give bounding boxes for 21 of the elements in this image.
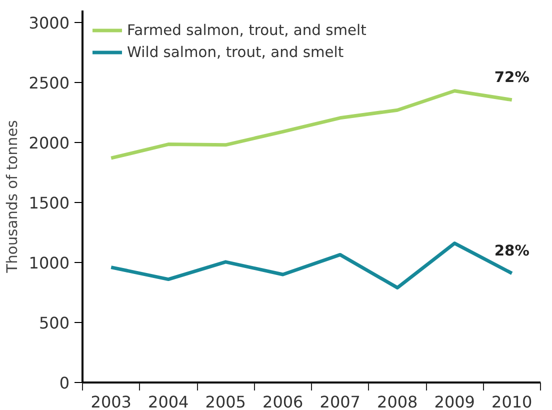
y-tick-label: 1500 (28, 194, 70, 212)
legend-label: Wild salmon, trout, and smelt (127, 44, 344, 60)
y-tick-label: 1000 (28, 254, 70, 272)
x-tick-label: 2009 (434, 392, 475, 410)
x-tick-label: 2007 (320, 392, 360, 410)
y-tick-label: 3000 (28, 14, 70, 32)
x-tick-label: 2006 (262, 392, 304, 410)
y-tick-label: 2000 (28, 134, 70, 152)
x-tick-label: 2003 (90, 392, 132, 410)
y-axis-title: Thousands of tonnes (4, 120, 21, 274)
x-tick-label: 2008 (377, 392, 418, 410)
legend-label: Farmed salmon, trout, and smelt (127, 22, 366, 38)
x-tick-label: 2010 (492, 392, 532, 410)
annotation: 28% (494, 242, 530, 260)
y-tick-label: 2500 (28, 74, 70, 92)
line-series (109, 89, 514, 160)
y-tick-label: 500 (38, 314, 70, 332)
y-tick-label: 0 (59, 374, 70, 392)
x-tick-label: 2004 (148, 392, 189, 410)
x-tick-label: 2005 (205, 392, 246, 410)
annotation: 72% (494, 68, 530, 86)
